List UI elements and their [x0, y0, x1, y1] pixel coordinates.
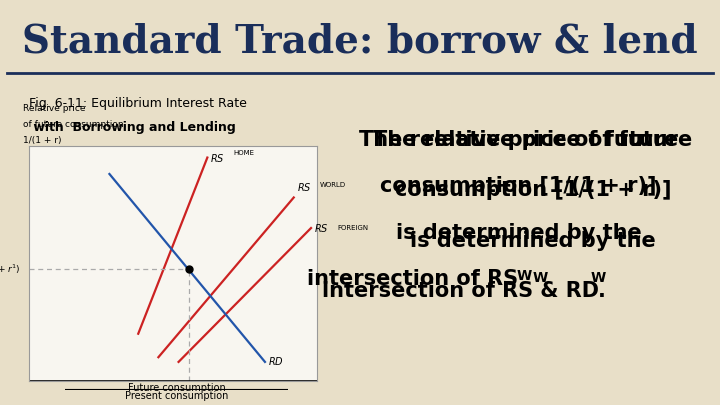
- Text: consumption [1/(1 + r)]: consumption [1/(1 + r)]: [395, 180, 671, 200]
- Text: WORLD: WORLD: [320, 182, 346, 188]
- Text: 1/(1 + r): 1/(1 + r): [23, 136, 61, 145]
- Text: $\it{RS}$: $\it{RS}$: [314, 222, 328, 234]
- Text: intersection of RS: intersection of RS: [307, 269, 518, 289]
- Text: Standard Trade: borrow & lend: Standard Trade: borrow & lend: [22, 22, 698, 60]
- Text: W: W: [516, 269, 531, 283]
- Text: is determined by the: is determined by the: [395, 223, 642, 243]
- Text: intersection of RS: intersection of RS: [322, 281, 533, 301]
- Text: Future consumption: Future consumption: [127, 383, 225, 393]
- Text: $\it{RD}$: $\it{RD}$: [268, 355, 284, 367]
- Text: with  Borrowing and Lending: with Borrowing and Lending: [29, 122, 235, 134]
- Text: The relative price of future: The relative price of future: [359, 130, 678, 149]
- Text: $1/(1 + r^1)$: $1/(1 + r^1)$: [0, 262, 20, 276]
- Text: of future consumption,: of future consumption,: [23, 120, 127, 129]
- Text: $\it{RS}$: $\it{RS}$: [210, 151, 225, 164]
- Text: HOME: HOME: [233, 150, 254, 156]
- Text: Fig. 6-11: Equilibrium Interest Rate: Fig. 6-11: Equilibrium Interest Rate: [29, 97, 247, 110]
- Text: W: W: [591, 271, 606, 286]
- Text: Relative price: Relative price: [23, 104, 86, 113]
- Text: is determined by the: is determined by the: [410, 231, 656, 251]
- Text: W: W: [533, 271, 548, 286]
- Text: & RD: & RD: [533, 281, 599, 301]
- Text: FOREIGN: FOREIGN: [337, 225, 368, 231]
- Text: $\it{RS}$: $\it{RS}$: [297, 181, 311, 193]
- Text: The relative price of future: The relative price of future: [373, 130, 693, 149]
- Text: Present consumption: Present consumption: [125, 391, 228, 401]
- Text: consumption [1/(1 + r)]: consumption [1/(1 + r)]: [380, 176, 657, 196]
- Text: .: .: [598, 281, 606, 301]
